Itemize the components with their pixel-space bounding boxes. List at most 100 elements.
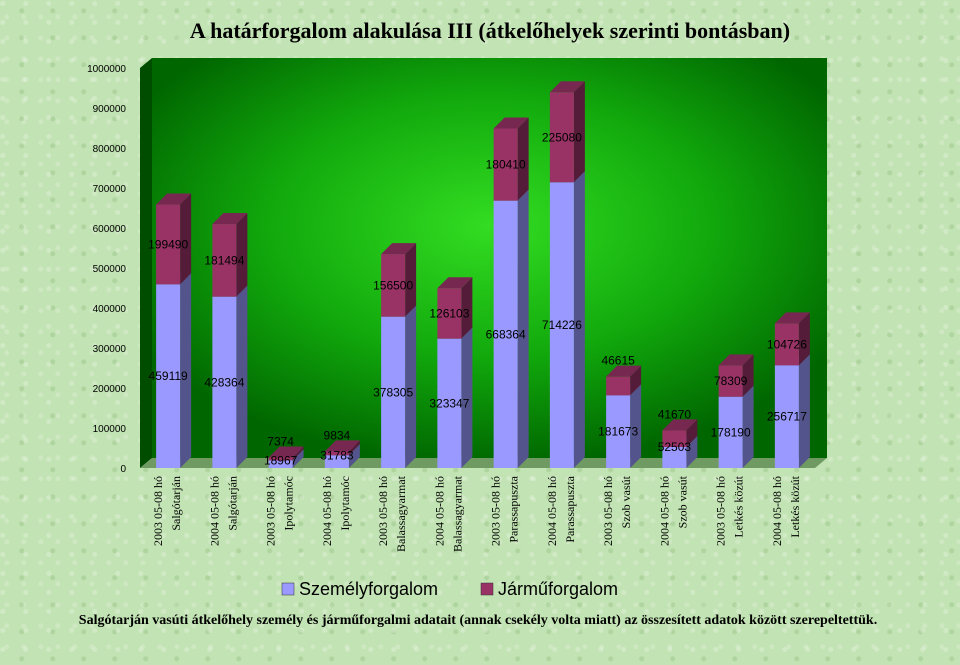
bar-segment (662, 419, 698, 447)
data-label: 323347 (429, 396, 469, 410)
chart-title: A határforgalom alakulása III (átkelőhel… (190, 18, 790, 43)
legend-label: Járműforgalom (498, 579, 618, 599)
bar-side (686, 435, 698, 468)
category-label: 2003 05-08 hó (376, 476, 390, 546)
bar-front (493, 128, 518, 201)
y-axis: 0 100000 200000 300000 400000 500000 600000 700… (87, 64, 126, 475)
bar-front (156, 204, 181, 285)
bar-side (573, 171, 585, 468)
data-label: 428364 (204, 375, 244, 389)
y-tick-label: 400000 (93, 304, 127, 315)
data-label: 9834 (324, 428, 351, 442)
y-tick-label: 200000 (93, 384, 127, 395)
back-wall (152, 58, 827, 458)
bar-side (348, 440, 360, 456)
bar-front (324, 455, 349, 468)
bar-front (662, 430, 687, 447)
bar-segment (212, 213, 248, 297)
data-label: 178190 (711, 425, 751, 439)
data-label: 156500 (373, 278, 413, 292)
data-label: 46615 (601, 354, 635, 368)
bar-side (798, 354, 810, 468)
data-label: 180410 (486, 158, 526, 172)
category-label: 2003 05-08 hó (714, 476, 728, 546)
legend: Személyforgalom Járműforgalom (281, 579, 618, 599)
data-label: 78309 (714, 374, 748, 388)
bar-side (742, 385, 754, 468)
bar-side (180, 193, 192, 285)
x-axis: 2003 05-08 hó Salgótarján 2004 05-08 hó Sal… (151, 475, 802, 552)
legend-label: Személyforgalom (299, 579, 438, 599)
bar-front (212, 224, 237, 297)
bar-segment (549, 81, 585, 183)
bar-segment (324, 440, 360, 456)
bar-front (156, 284, 181, 468)
bar-top (381, 243, 417, 255)
bar-segment (774, 312, 810, 366)
bar-front (774, 323, 799, 366)
bar-side (742, 354, 754, 397)
bar-segment (156, 193, 192, 285)
footnote: Salgótarján vasúti átkelőhely személy és… (79, 613, 877, 628)
bar-segment (381, 243, 417, 317)
bar-side (236, 213, 248, 297)
bar-side (630, 384, 642, 468)
category-label: 2004 05-08 hó (207, 476, 221, 546)
bar-front (606, 376, 631, 396)
category-label: 2003 05-08 hó (151, 476, 165, 546)
bar-top (268, 446, 304, 458)
category-label: Szob vasút (675, 475, 689, 528)
bar-front (774, 365, 799, 468)
bar-segment (718, 354, 754, 397)
category-label: 2004 05-08 hó (657, 476, 671, 546)
bar-front (437, 338, 462, 468)
bar-segment (437, 277, 473, 339)
y-tick-label: 100000 (93, 424, 127, 435)
bar-front (606, 395, 631, 468)
bar-segment (606, 365, 642, 396)
plot-walls (140, 58, 827, 468)
bar-front (381, 254, 406, 317)
bar-side (573, 81, 585, 183)
category-label: Szob vasút (619, 475, 633, 528)
bar-side (292, 449, 304, 468)
category-label: Ipolytamóc (338, 476, 352, 531)
category-label: 2003 05-08 hó (264, 476, 278, 546)
bar-side (461, 277, 473, 339)
bar-segment (549, 171, 585, 468)
bar-front (381, 316, 406, 468)
bar-front (212, 296, 237, 468)
bar-segment (606, 384, 642, 468)
bar-front (718, 396, 743, 468)
y-tick-label: 500000 (93, 264, 127, 275)
y-tick-label: 600000 (93, 224, 127, 235)
floor (140, 458, 827, 468)
data-label: 7374 (267, 434, 294, 448)
data-label: 199490 (148, 237, 188, 251)
category-label: 2004 05-08 hó (432, 476, 446, 546)
data-label: 41670 (658, 407, 692, 421)
bar-side (517, 117, 529, 201)
bars: 459119 199490 428364 181494 18967 7374 31783 98… (148, 81, 810, 468)
bar-front (718, 365, 743, 397)
bar-segment (493, 189, 529, 468)
data-label: 181494 (204, 253, 244, 267)
bar-segment (268, 446, 304, 461)
data-label: 126103 (429, 306, 469, 320)
category-label: 2004 05-08 hó (545, 476, 559, 546)
bar-front (549, 92, 574, 183)
bar-top (662, 419, 698, 431)
bar-side (798, 312, 810, 366)
bar-top (493, 117, 529, 129)
bar-front (549, 182, 574, 468)
bar-front (268, 460, 293, 468)
bar-top (437, 277, 473, 289)
bar-side (517, 189, 529, 468)
bar-side (292, 446, 304, 461)
y-tick-label: 900000 (93, 104, 127, 115)
category-label: Balassagyarmat (394, 475, 408, 552)
y-tick-label: 800000 (93, 144, 127, 155)
data-label: 378305 (373, 385, 413, 399)
data-label: 714226 (542, 318, 582, 332)
category-label: Salgótarján (225, 476, 239, 531)
